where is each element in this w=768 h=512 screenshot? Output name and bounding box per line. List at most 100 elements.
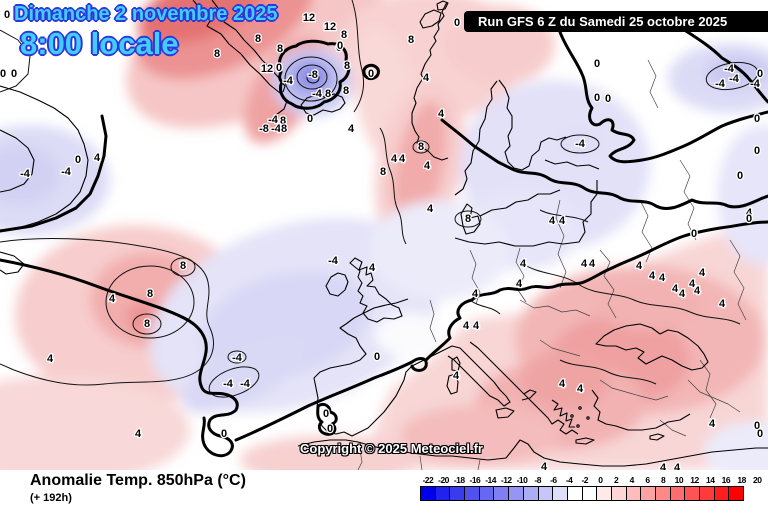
anomaly-value-label: 0 xyxy=(691,228,697,240)
scale-tick-label: -4 xyxy=(565,475,573,485)
anomaly-contours-thin xyxy=(0,0,759,398)
scale-cell xyxy=(640,486,656,501)
anomaly-value-label: 8 xyxy=(380,166,386,178)
scale-cell xyxy=(434,486,451,501)
scale-tick-label: -16 xyxy=(469,475,481,485)
scale-cell xyxy=(596,486,612,501)
anomaly-value-label: 8 xyxy=(144,318,150,330)
scale-cell xyxy=(493,486,510,501)
anomaly-value-label: 0 xyxy=(746,213,752,225)
anomaly-value-label: 8 xyxy=(180,260,186,272)
anomaly-value-label: 4 xyxy=(516,278,523,290)
color-scale: -22 -20 -18 -16 -14 -12 -10 -8 -6 -4 -2 0 2 4 6 8 10 12 14… xyxy=(420,475,766,501)
anomaly-value-label: 4 xyxy=(473,320,480,332)
anomaly-value-label: 0 xyxy=(337,40,343,52)
anomaly-value-label: 0 xyxy=(754,113,760,125)
anomaly-value-label: -8 xyxy=(259,123,269,135)
anomaly-value-label: -4 xyxy=(283,75,294,87)
anomaly-value-label: 8 xyxy=(147,288,153,300)
anomaly-value-label: 0 xyxy=(737,170,743,182)
anomaly-value-label: 4 xyxy=(549,215,556,227)
anomaly-value-label: 8 xyxy=(281,123,287,135)
anomaly-value-label: 8 xyxy=(408,34,414,46)
anomaly-value-label: -4 xyxy=(268,114,279,126)
anomaly-value-label: 0 xyxy=(594,92,600,104)
scale-tick-label: 10 xyxy=(674,475,684,485)
scale-tick-label: -18 xyxy=(453,475,465,485)
anomaly-value-label: 4 xyxy=(659,272,666,284)
anomaly-value-label: 4 xyxy=(581,258,588,270)
anomaly-value-label: 12 xyxy=(240,10,252,22)
scale-tick-label: -20 xyxy=(438,475,449,485)
time-banner: 8:00 locale xyxy=(20,26,179,61)
scale-tick-label: -14 xyxy=(485,475,496,485)
anomaly-value-label: 8 xyxy=(325,88,331,100)
anomaly-value-label: -4 xyxy=(312,88,323,100)
scale-tick-label: 0 xyxy=(598,475,603,485)
anomaly-value-label: 4 xyxy=(589,258,596,270)
anomaly-value-label: -4 xyxy=(240,378,251,390)
anomaly-value-label: -8 xyxy=(308,69,318,81)
anomaly-value-label: 4 xyxy=(672,283,679,295)
anomaly-value-label: -4 xyxy=(232,352,243,364)
anomaly-value-label: -4 xyxy=(724,63,735,75)
scale-tick-label: -2 xyxy=(581,475,588,485)
anomaly-value-label: 0 xyxy=(75,154,81,166)
anomaly-value-label: 0 xyxy=(4,9,10,21)
scale-tick-label: 16 xyxy=(721,475,731,485)
scale-tick-label: 2 xyxy=(613,475,619,485)
anomaly-value-label: 8 xyxy=(465,213,471,225)
scale-tick-label: 20 xyxy=(753,475,762,485)
anomaly-value-label: 0 xyxy=(368,68,374,80)
anomaly-value-label: 0 xyxy=(754,145,760,157)
scale-cell xyxy=(478,486,495,501)
anomaly-value-label: 0 xyxy=(374,351,380,363)
scale-tick-label: 18 xyxy=(737,475,746,485)
scale-tick-label: 12 xyxy=(690,475,699,485)
scale-cell xyxy=(699,486,715,501)
anomaly-value-label: 4 xyxy=(559,378,566,390)
anomaly-value-label: 4 xyxy=(399,153,406,165)
anomaly-value-label: 0 xyxy=(757,428,763,440)
anomaly-value-label: 8 xyxy=(418,141,424,153)
anomaly-value-label: 8 xyxy=(277,43,283,55)
scale-tick-label: -10 xyxy=(516,475,528,485)
anomaly-value-label: -4 xyxy=(750,78,761,90)
anomaly-value-label: 8 xyxy=(255,33,261,45)
anomaly-value-label: -4 xyxy=(729,73,740,85)
anomaly-value-label: -4 xyxy=(328,255,339,267)
anomaly-value-label: 0 xyxy=(276,62,282,74)
anomaly-value-label: 0 xyxy=(221,428,227,440)
scale-tick-label: 8 xyxy=(661,475,666,485)
scale-tick-label: -6 xyxy=(550,475,557,485)
anomaly-value-label: 12 xyxy=(324,21,336,33)
country-borders xyxy=(357,59,747,470)
scale-cell xyxy=(552,486,568,501)
anomaly-value-label: 4 xyxy=(453,370,460,382)
color-scale-cells xyxy=(420,486,766,501)
scale-tick-label: -8 xyxy=(534,475,541,485)
anomaly-value-label: 0 xyxy=(757,68,763,80)
scale-cell xyxy=(449,486,466,501)
scale-cell xyxy=(610,486,627,501)
scale-tick-label: 4 xyxy=(629,475,635,485)
scale-cell xyxy=(581,486,598,501)
anomaly-value-label: 0 xyxy=(307,113,313,125)
anomaly-value-label: 4 xyxy=(649,270,656,282)
anomaly-value-label: 0 xyxy=(336,42,342,54)
anomaly-color-fields xyxy=(0,0,768,470)
scale-cell xyxy=(684,486,701,501)
anomaly-value-label: 4 xyxy=(746,207,753,219)
anomaly-value-label: 4 xyxy=(689,278,696,290)
anomaly-value-label: 4 xyxy=(559,215,566,227)
anomaly-value-label: 12 xyxy=(261,63,273,75)
anomaly-value-label: -4 xyxy=(271,123,282,135)
anomaly-value-label: 4 xyxy=(577,383,584,395)
anomaly-value-label: 4 xyxy=(47,353,54,365)
anomaly-value-label: 4 xyxy=(472,288,479,300)
anomaly-value-label: 0 xyxy=(754,420,760,432)
anomaly-value-label: 4 xyxy=(424,160,431,172)
scale-cell xyxy=(464,486,480,501)
scale-cell xyxy=(420,486,436,501)
